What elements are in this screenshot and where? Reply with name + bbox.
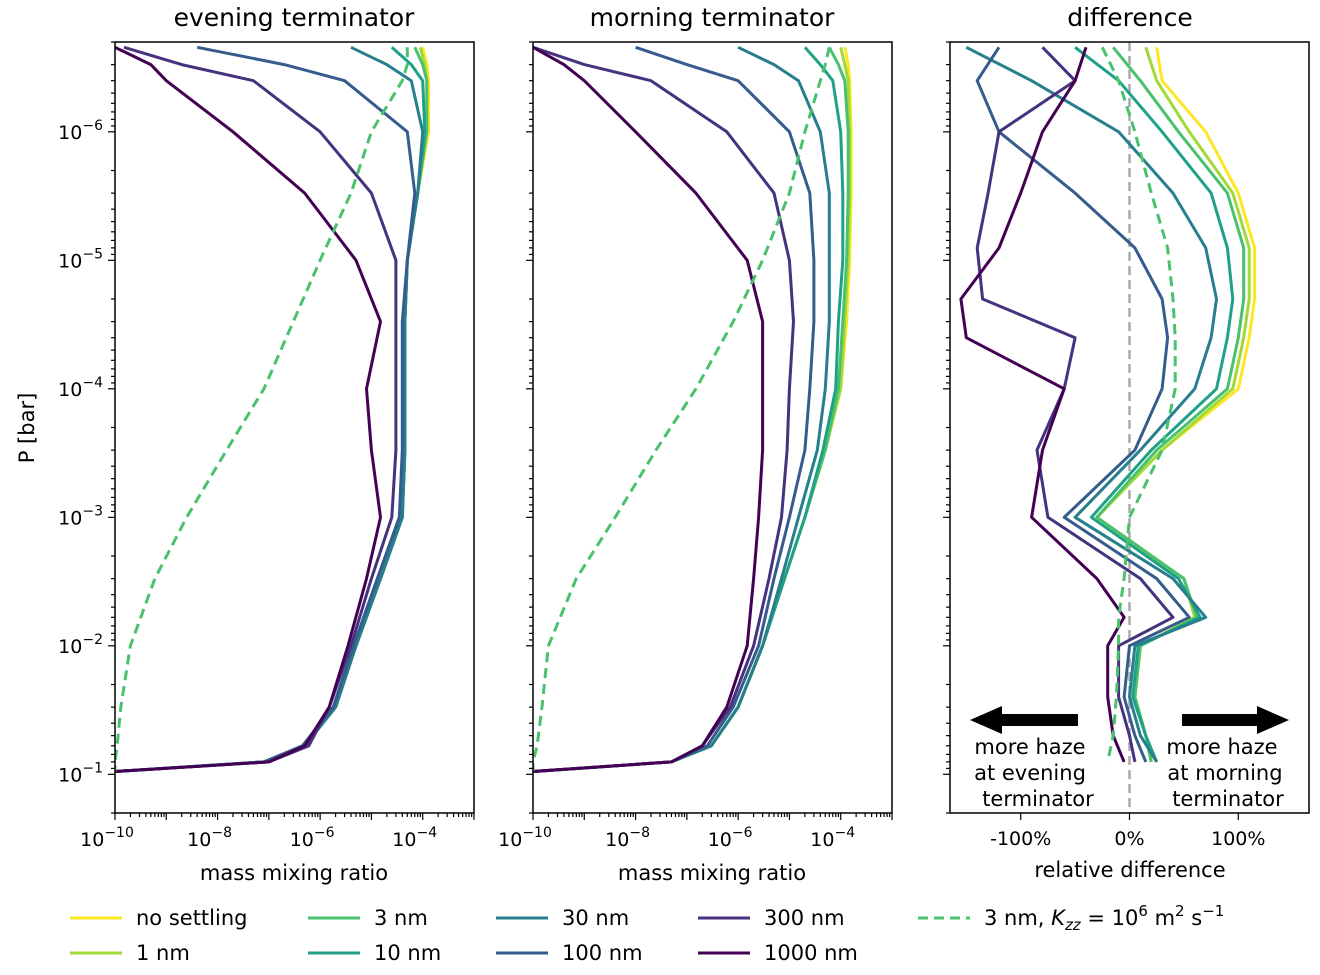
x-tick-label: 10−4	[810, 825, 855, 851]
x-tick-label: 10−4	[392, 825, 437, 851]
series-line-1000-nm	[115, 45, 382, 773]
series-line-no-settling	[533, 47, 853, 773]
series-line-100-nm	[115, 45, 417, 773]
annotation-left: more haze at evening terminator	[970, 706, 1094, 811]
series-line-30-nm	[533, 45, 831, 773]
series-line-100-nm	[533, 45, 816, 773]
x-axis-label-difference: relative difference	[1034, 858, 1225, 882]
y-tick-label: 10−3	[58, 503, 103, 529]
annotation-right-line3: terminator	[1172, 787, 1284, 811]
series-line-3-nm	[115, 46, 429, 773]
annotation-left-line3: terminator	[982, 787, 1094, 811]
series-line-10-nm	[1074, 46, 1235, 763]
series-line-1-nm	[115, 46, 429, 773]
y-tick-label: 10−5	[58, 246, 103, 272]
annotation-left-line2: at evening	[974, 761, 1086, 785]
x-tick-label: 10−10	[498, 825, 552, 851]
plot-difference: -100% 0% 100%	[943, 41, 1310, 850]
x-tick-label: 10−8	[605, 825, 650, 851]
legend-label: 3 nm, Kzz = 106 m2 s−1	[984, 902, 1224, 934]
annotation-right-line1: more haze	[1166, 735, 1277, 759]
panel-title-morning: morning terminator	[590, 3, 836, 32]
legend-label: 300 nm	[764, 906, 845, 930]
left-arrow-icon	[970, 706, 1078, 734]
x-tick-label: 10−6	[708, 825, 753, 851]
legend-label: 3 nm	[374, 906, 428, 930]
legend-label: 30 nm	[562, 906, 629, 930]
y-tick-label: 10−1	[58, 760, 103, 786]
series-line-300-nm	[115, 45, 398, 773]
x-tick-label: 100%	[1211, 828, 1265, 850]
legend-label: 10 nm	[374, 941, 441, 965]
annotation-left-line1: more haze	[974, 735, 1085, 759]
series-line-300-nm	[975, 46, 1175, 763]
series-line-3-nm-k-zz-10-6-m-2-s-1	[533, 46, 831, 772]
panel-title-evening: evening terminator	[174, 3, 416, 32]
series-line-1000-nm	[959, 46, 1126, 763]
panel-title-difference: difference	[1067, 3, 1193, 32]
series-line-no-settling	[115, 46, 431, 773]
series-line-3-nm-k-zz-10-6-m-2-s-1	[115, 47, 409, 772]
annotation-right: more haze at morning terminator	[1166, 706, 1289, 811]
y-axis-label: P [bar]	[15, 393, 39, 464]
x-tick-label: -100%	[990, 828, 1051, 850]
legend-label: 100 nm	[562, 941, 643, 965]
x-tick-label: 10−10	[80, 825, 134, 851]
series-line-100-nm	[975, 46, 1191, 763]
series-line-1000-nm	[533, 45, 765, 773]
legend-label: no settling	[136, 906, 247, 930]
y-tick-label: 10−6	[58, 118, 103, 144]
y-tick-label: 10−4	[58, 375, 103, 401]
y-tick-label: 10−2	[58, 632, 103, 658]
x-axis-label-morning: mass mixing ratio	[618, 861, 806, 885]
x-tick-label: 10−8	[187, 825, 232, 851]
legend-label: 1 nm	[136, 941, 190, 965]
series-line-10-nm	[115, 46, 427, 773]
series-line-3-nm-k-zz-10-6-m-2-s-1	[1100, 46, 1177, 763]
annotation-right-line2: at morning	[1167, 761, 1282, 785]
legend: no settling 1 nm 3 nm 10 nm 30 nm 100 nm 300 n…	[70, 902, 1224, 965]
series-line-3-nm	[533, 46, 850, 773]
series-line-3-nm	[1095, 46, 1246, 763]
x-tick-label: 10−6	[290, 825, 335, 851]
x-tick-label: 0%	[1114, 828, 1144, 850]
plot-evening: 10−6 10−5 10−4 10−3 10−2 10−1 10−10 10−8 10−6 10−…	[58, 41, 475, 851]
series-line-1-nm	[533, 46, 852, 773]
plot-morning: 10−10 10−8 10−6 10−4	[498, 41, 893, 851]
right-arrow-icon	[1182, 706, 1289, 734]
axes-frame	[532, 41, 893, 814]
series-line-no-settling	[1095, 47, 1257, 763]
series-line-30-nm	[115, 45, 425, 773]
x-axis-label-evening: mass mixing ratio	[200, 861, 388, 885]
legend-label: 1000 nm	[764, 941, 858, 965]
